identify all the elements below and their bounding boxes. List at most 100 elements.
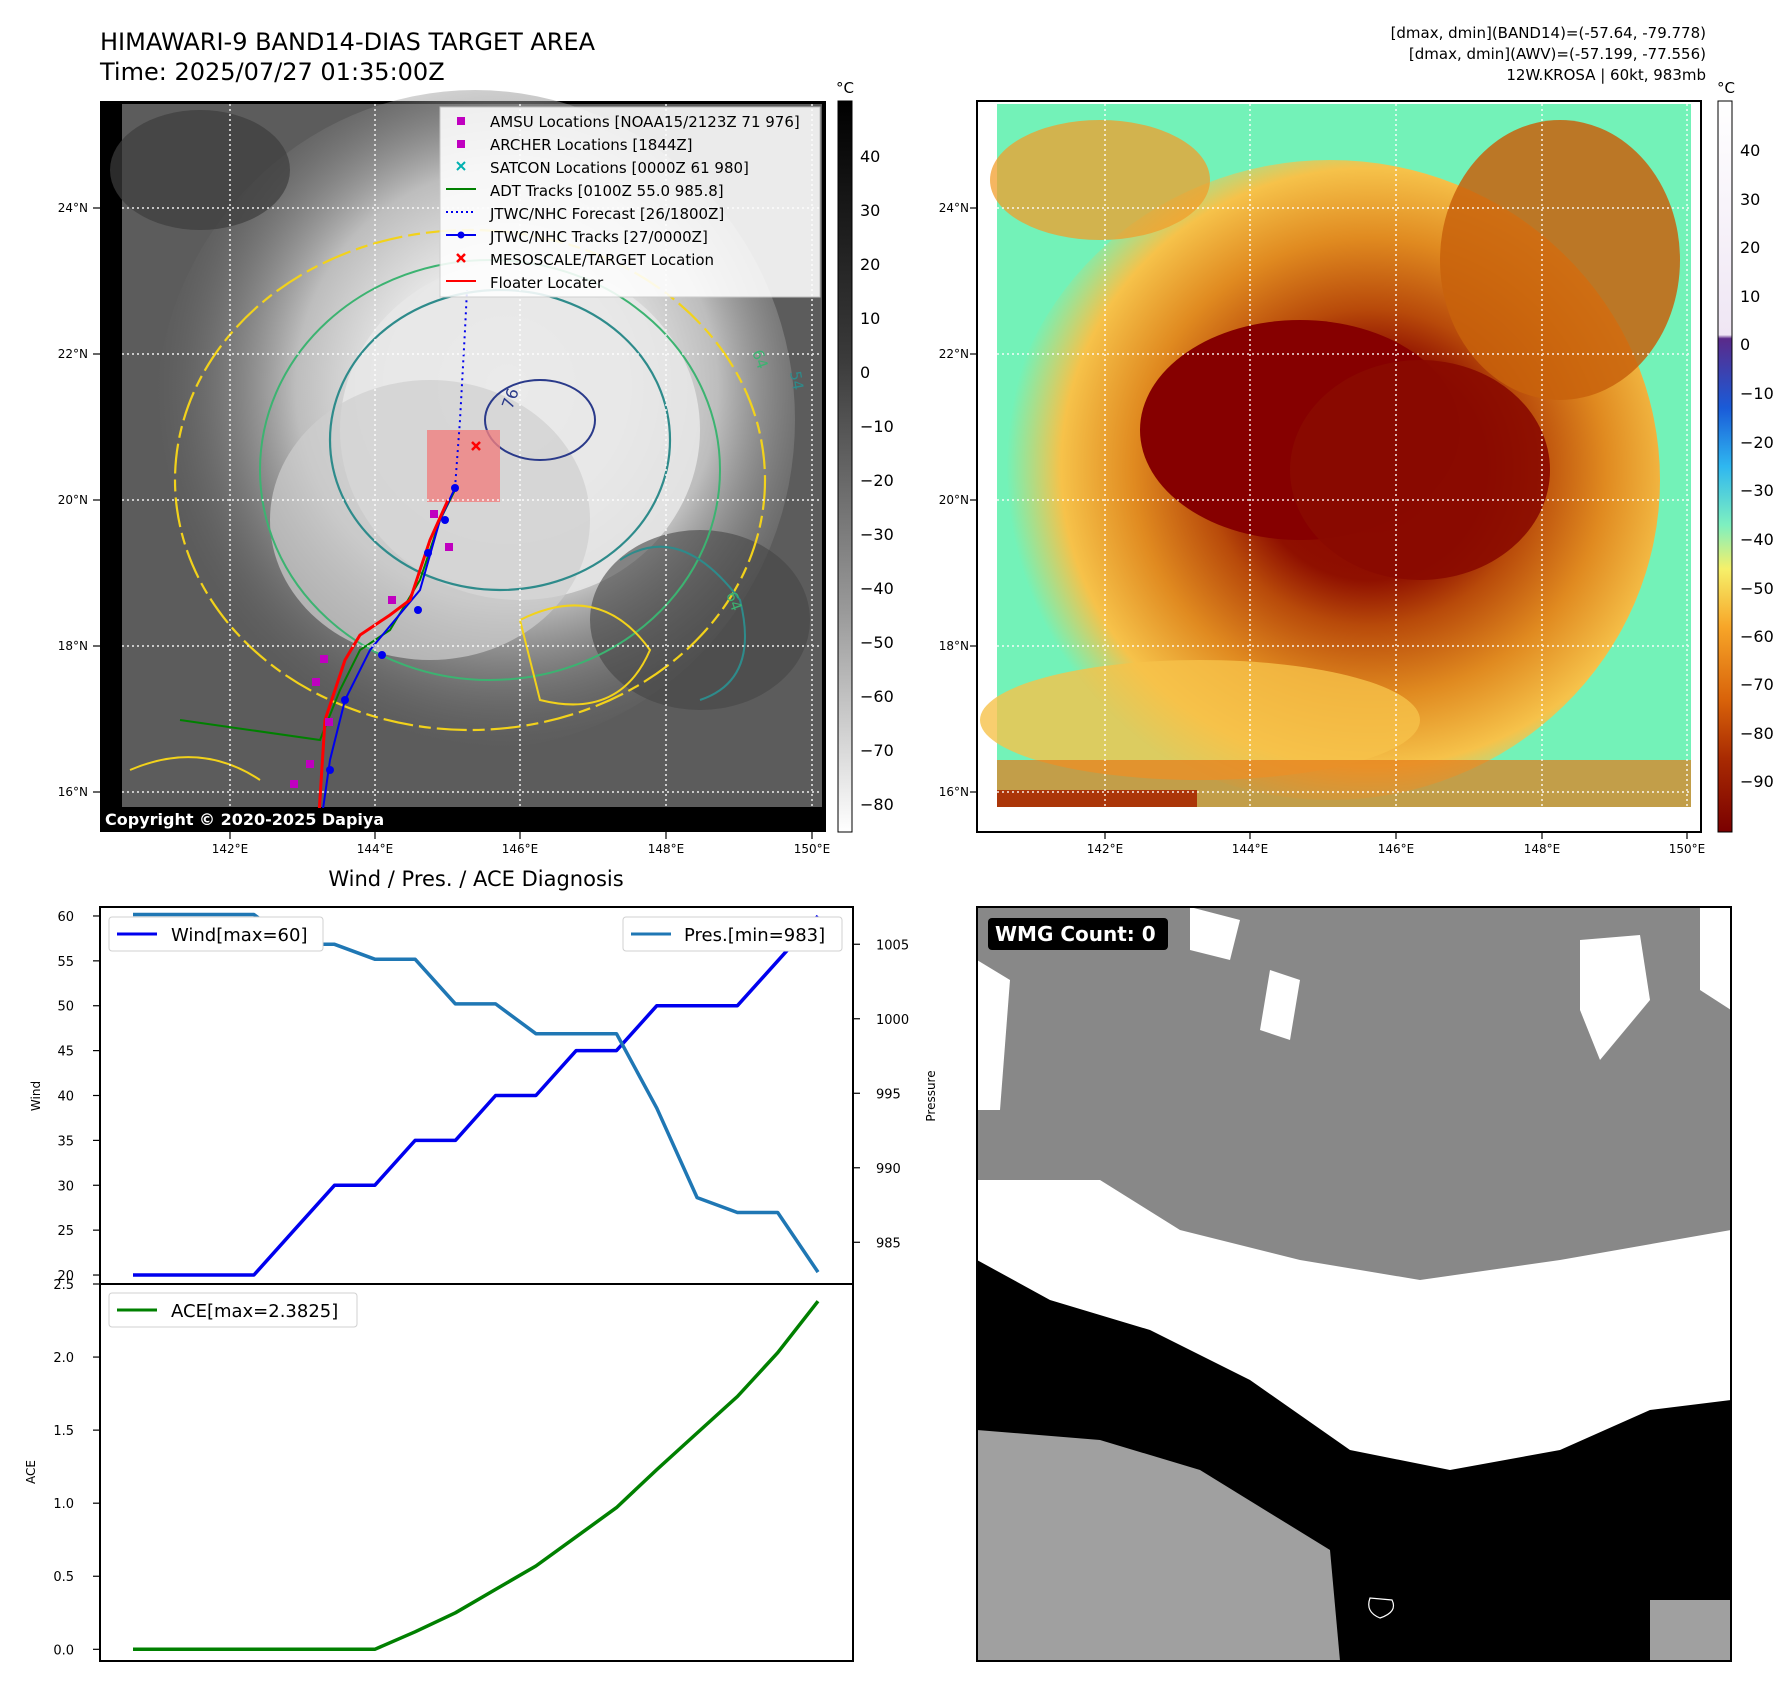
- contour-navy: [484, 379, 596, 461]
- ace-series-line: [133, 1300, 820, 1652]
- colorbar-tick: −30: [860, 525, 894, 544]
- wind-tick-label: 60: [57, 910, 74, 925]
- diagnosis-chart: Wind Pressure ACE 20 25 30 35 40 45 50 55 60 985…: [24, 906, 938, 1662]
- colorbar-tick: −70: [1740, 675, 1774, 694]
- legend-label: ARCHER Locations [1844Z]: [490, 136, 693, 154]
- lon-label: 142°E: [212, 842, 249, 856]
- figure-title: HIMAWARI-9 BAND14-DIAS TARGET AREA: [100, 28, 596, 56]
- red-x-icon: [456, 253, 466, 263]
- legend-label: JTWC/NHC Tracks [27/0000Z]: [489, 228, 708, 246]
- colorbar-tick: −50: [1740, 579, 1774, 598]
- colorbar-tick: 0: [1740, 335, 1750, 354]
- legend-label: ADT Tracks [0100Z 55.0 985.8]: [490, 182, 724, 200]
- colorbar-tick: 0: [860, 363, 870, 382]
- ir-map-lon-labels: 142°E 144°E 146°E 148°E 150°E: [212, 842, 831, 856]
- pressure-tick-label: 1000: [876, 1013, 909, 1028]
- colorbar-tick: −30: [1740, 481, 1774, 500]
- legend-label: SATCON Locations [0000Z 61 980]: [490, 159, 749, 177]
- colorbar-tick: −50: [860, 633, 894, 652]
- stats-line-2: [dmax, dmin](AWV)=(-57.199, -77.556): [1409, 45, 1706, 63]
- colorbar-tick: 40: [860, 147, 880, 166]
- colorbar-unit: °C: [1717, 79, 1735, 97]
- colorbar-tick: −10: [860, 417, 894, 436]
- lon-label: 142°E: [1087, 842, 1124, 856]
- wind-series-line: [133, 914, 820, 1277]
- wmg-count-badge: [988, 918, 1168, 950]
- pressure-tick-label: 990: [876, 1162, 901, 1177]
- wind-tick-label: 35: [57, 1134, 74, 1149]
- lon-label: 150°E: [794, 842, 831, 856]
- colorbar-tick: 20: [1740, 238, 1760, 257]
- map-legend: AMSU Locations [NOAA15/2123Z 71 976] ARC…: [439, 106, 821, 298]
- lon-label: 150°E: [1669, 842, 1706, 856]
- wind-legend-label: Wind[max=60]: [171, 925, 308, 946]
- contour-label-2: 54: [786, 370, 807, 392]
- ir-map-lat-ticks: [93, 207, 813, 839]
- ace-legend: ACE[max=2.3825]: [108, 1292, 358, 1328]
- colorbar-tick: −90: [1740, 772, 1774, 791]
- colorbar-tick: 30: [860, 201, 880, 220]
- wmg-lightgray-field: [977, 1430, 1340, 1661]
- colorbar-tick: −60: [1740, 627, 1774, 646]
- wind-tick-label: 30: [57, 1179, 74, 1194]
- colorbar-tick: −60: [860, 687, 894, 706]
- awv-colorbar: °C 40 30 20 10 0 −10 −20 −30 −40 −50 −60…: [1717, 79, 1774, 833]
- legend-label: JTWC/NHC Forecast [26/1800Z]: [489, 205, 724, 223]
- colorbar-tick: 10: [860, 309, 880, 328]
- lat-label: 24°N: [939, 201, 969, 215]
- wind-tick-label: 20: [57, 1269, 74, 1284]
- colorbar-unit: °C: [836, 79, 854, 97]
- lat-label: 16°N: [58, 785, 88, 799]
- lon-label: 148°E: [1524, 842, 1561, 856]
- wind-tick-label: 40: [57, 1090, 74, 1105]
- contour-label-4: 64: [722, 589, 745, 613]
- wind-tick-label: 25: [57, 1224, 74, 1239]
- copyright-text: Copyright © 2020-2025 Dapiya: [105, 810, 384, 829]
- colorbar-tick: 40: [1740, 141, 1760, 160]
- colorbar-tick: −20: [1740, 433, 1774, 452]
- pressure-tick-label: 1005: [876, 938, 909, 953]
- legend-label: AMSU Locations [NOAA15/2123Z 71 976]: [490, 113, 800, 131]
- colorbar-tick: −40: [1740, 530, 1774, 549]
- awv-map-lat-labels: 24°N 22°N 20°N 18°N 16°N: [939, 201, 969, 799]
- ir-gridlines: [122, 104, 822, 807]
- wind-tick-label: 45: [57, 1045, 74, 1060]
- colorbar-tick: −40: [860, 579, 894, 598]
- copyright-badge: [100, 808, 410, 830]
- ace-tick-label: 2.5: [53, 1278, 74, 1293]
- wmg-panel: WMG Count: 0: [976, 906, 1732, 1662]
- lat-label: 22°N: [58, 347, 88, 361]
- colorbar-tick: 30: [1740, 190, 1760, 209]
- lat-label: 20°N: [58, 493, 88, 507]
- pressure-series-line: [133, 912, 820, 1274]
- stats-line-3: 12W.KROSA | 60kt, 983mb: [1506, 66, 1706, 84]
- series-layer: [133, 912, 820, 1652]
- awv-colorbar-ticks: 40 30 20 10 0 −10 −20 −30 −40 −50 −60 −7…: [1740, 141, 1774, 791]
- colorbar-tick: −70: [860, 741, 894, 760]
- lat-label: 24°N: [58, 201, 88, 215]
- ace-y-ticks: 0.0 0.5 1.0 1.5 2.0 2.5: [53, 1278, 100, 1658]
- pressure-axis-label: Pressure: [924, 1070, 938, 1121]
- awv-gridlines: [997, 104, 1691, 807]
- legend-label: MESOSCALE/TARGET Location: [490, 251, 714, 269]
- ace-axis-label: ACE: [24, 1460, 38, 1484]
- colorbar-tick: −80: [1740, 724, 1774, 743]
- ace-tick-label: 0.0: [53, 1643, 74, 1658]
- ir-map-lat-labels: 24°N 22°N 20°N 18°N 16°N: [58, 201, 88, 799]
- wmg-white-band: [977, 1180, 1731, 1540]
- awv-map-lon-labels: 142°E 144°E 146°E 148°E 150°E: [1087, 842, 1706, 856]
- lon-label: 144°E: [357, 842, 394, 856]
- legend-label: Floater Locater: [490, 274, 604, 292]
- pressure-y-ticks: 985 990 995 1000 1005: [853, 938, 909, 1251]
- diagnosis-title: Wind / Pres. / ACE Diagnosis: [328, 867, 623, 891]
- ace-axes: [99, 1283, 854, 1662]
- wind-axis-label: Wind: [29, 1081, 43, 1111]
- lon-label: 148°E: [648, 842, 685, 856]
- colorbar-tick: −10: [1740, 384, 1774, 403]
- ace-tick-label: 1.0: [53, 1497, 74, 1512]
- jtwc-points: [326, 484, 459, 774]
- pressure-legend: Pres.[min=983]: [622, 916, 843, 952]
- magenta-square-icon: [457, 140, 465, 148]
- lat-label: 22°N: [939, 347, 969, 361]
- contour-label-1: 64: [748, 347, 771, 371]
